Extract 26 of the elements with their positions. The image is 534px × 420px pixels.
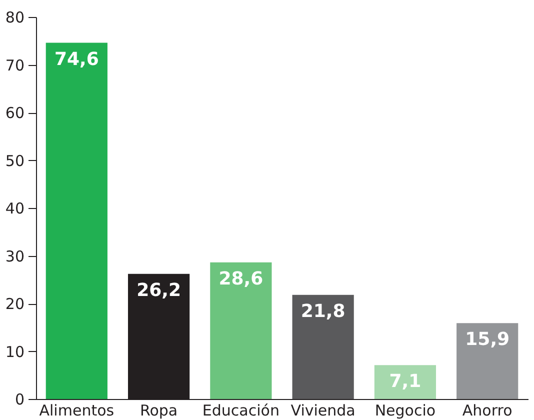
y-tick-label: 40 xyxy=(5,200,24,218)
bar xyxy=(46,42,108,399)
y-tick-label: 60 xyxy=(5,104,24,122)
y-tick-label: 30 xyxy=(5,247,24,266)
x-tick-label: Educación xyxy=(202,402,280,420)
x-tick-label: Vivienda xyxy=(290,402,356,420)
x-tick-label: Alimentos xyxy=(39,402,114,420)
bar xyxy=(456,323,518,399)
y-tick-label: 80 xyxy=(5,8,24,26)
x-tick-label: Negocio xyxy=(374,402,436,420)
y-tick-label: 50 xyxy=(5,152,24,170)
x-tick-label: Ahorro xyxy=(462,402,512,420)
data-label: 28,6 xyxy=(218,268,264,290)
y-tick-label: 70 xyxy=(5,56,24,74)
bar xyxy=(292,294,354,399)
y-tick-label: 20 xyxy=(5,295,24,313)
y-tick-label: 0 xyxy=(14,390,24,408)
data-label: 7,1 xyxy=(389,371,422,392)
bar xyxy=(374,365,436,399)
bar xyxy=(210,262,272,399)
y-tick-label: 10 xyxy=(5,342,24,361)
x-tick-label: Ropa xyxy=(140,402,178,420)
data-label: 74,6 xyxy=(54,48,99,70)
data-label: 26,2 xyxy=(136,280,182,301)
data-label: 21,8 xyxy=(300,300,346,322)
data-label: 15,9 xyxy=(465,329,510,350)
